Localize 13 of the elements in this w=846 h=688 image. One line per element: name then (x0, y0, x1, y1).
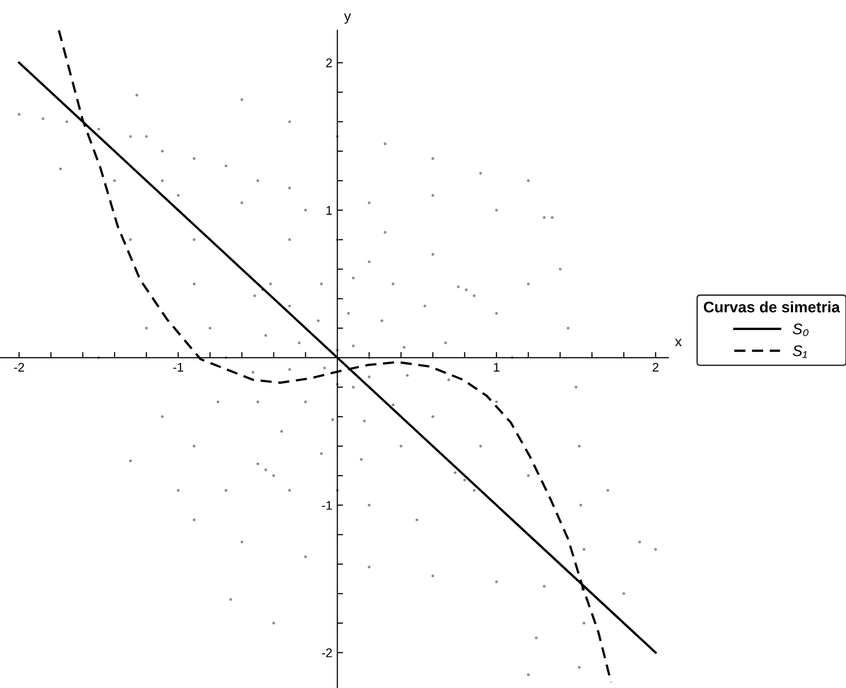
legend-title: Curvas de simetria (704, 301, 840, 312)
y-tick-label: -2 (322, 648, 332, 658)
legend-label: S₁ (792, 345, 807, 358)
x-tick-label: 1 (494, 362, 500, 372)
x-tick-label: -1 (173, 362, 184, 372)
y-tick-label: 2 (326, 58, 332, 68)
x-axis-title: x (675, 338, 682, 346)
x-tick-label: -2 (14, 362, 24, 372)
legend-label: S₀ (792, 324, 809, 336)
y-tick-label: -1 (322, 501, 332, 510)
y-axis-title: y (344, 13, 351, 24)
y-tick-label: 1 (326, 206, 332, 215)
x-tick-label: 2 (652, 362, 658, 372)
